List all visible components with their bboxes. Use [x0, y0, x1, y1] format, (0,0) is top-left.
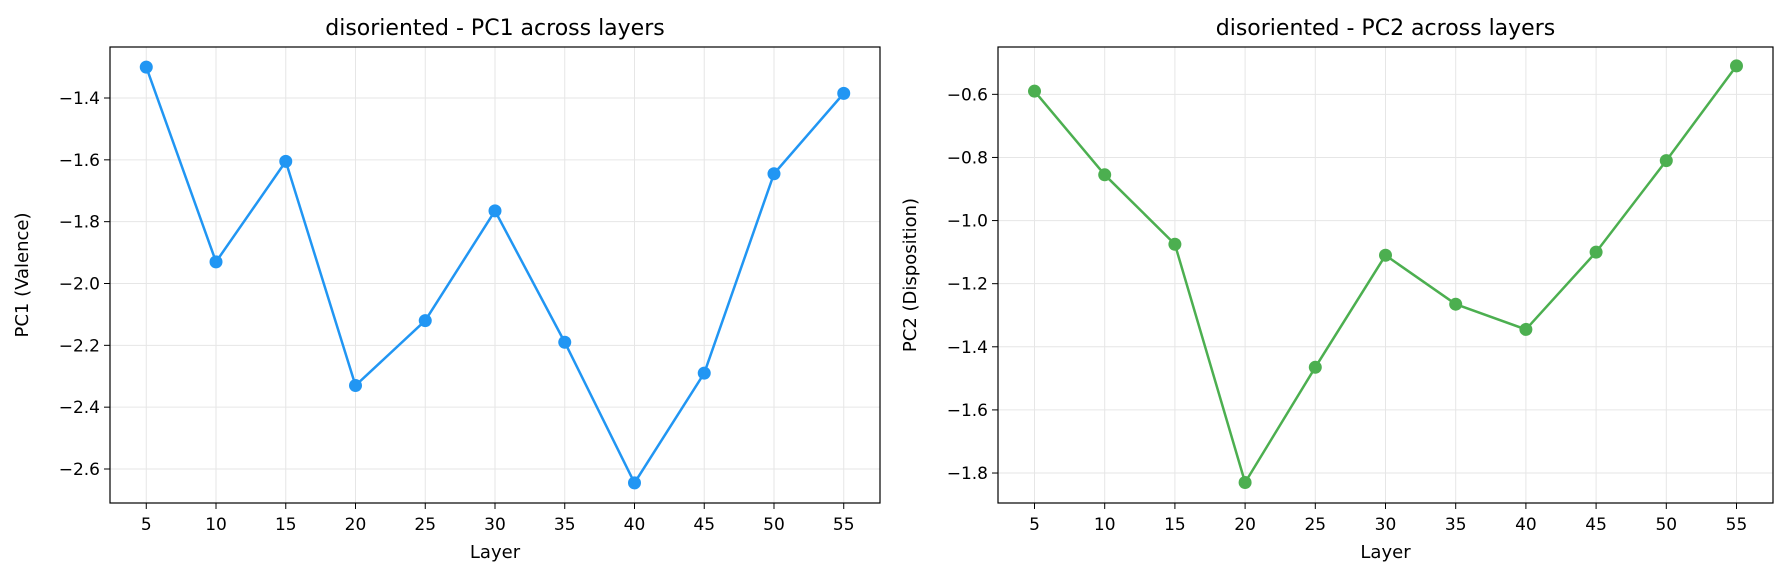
x-tick-label: 50 — [1655, 515, 1677, 535]
y-tick-label: −1.4 — [59, 89, 100, 109]
data-point — [837, 86, 851, 100]
data-point — [139, 60, 153, 74]
x-tick-label: 30 — [1375, 515, 1397, 535]
data-point — [697, 366, 711, 380]
pc1-axes-frame — [109, 46, 881, 504]
x-tick-label: 45 — [693, 515, 715, 535]
pc2-x-ticks: 5 10 15 20 25 30 35 40 45 50 55 — [1029, 503, 1747, 535]
y-tick-label: −2.2 — [59, 336, 100, 356]
pc2-chart-title: disoriented - PC2 across layers — [1216, 16, 1555, 41]
data-point — [349, 379, 363, 393]
data-point — [1519, 322, 1533, 336]
x-tick-label: 20 — [1234, 515, 1256, 535]
y-tick-label: −2.0 — [59, 275, 100, 295]
data-point — [1028, 84, 1042, 98]
x-tick-label: 35 — [1445, 515, 1467, 535]
data-point — [1379, 248, 1392, 262]
x-tick-label: 5 — [1029, 515, 1040, 535]
y-tick-label: −1.8 — [947, 464, 988, 484]
chart-panel-pc1: 5 10 15 20 25 30 35 40 45 50 55 −2.6 −2.4 −2.2 −2.0 −1.… — [12, 16, 881, 563]
x-tick-label: 25 — [414, 515, 436, 535]
data-point — [1168, 237, 1182, 251]
y-tick-label: −0.6 — [947, 85, 988, 105]
pc2-y-ticks: −1.8 −1.6 −1.4 −1.2 −1.0 −0.8 −0.6 — [947, 85, 998, 484]
pc1-x-axis-label: Layer — [470, 542, 521, 563]
pc2-axes-frame — [997, 46, 1774, 504]
y-tick-label: −1.4 — [947, 338, 988, 358]
data-point — [1238, 475, 1252, 489]
pc2-x-axis-label: Layer — [1360, 542, 1411, 563]
y-tick-label: −1.0 — [947, 212, 988, 232]
data-point — [767, 167, 781, 181]
pc1-gridlines — [110, 47, 880, 503]
x-tick-label: 40 — [624, 515, 646, 535]
data-point — [558, 335, 572, 349]
y-tick-label: −1.6 — [947, 401, 988, 421]
x-tick-label: 40 — [1515, 515, 1537, 535]
x-tick-label: 55 — [833, 515, 855, 535]
y-tick-label: −1.6 — [59, 151, 100, 171]
pc1-y-ticks: −2.6 −2.4 −2.2 −2.0 −1.8 −1.6 −1.4 — [59, 89, 110, 480]
x-tick-label: 35 — [554, 515, 576, 535]
data-point — [209, 255, 223, 269]
x-tick-label: 10 — [205, 515, 227, 535]
x-tick-label: 20 — [345, 515, 367, 535]
pc2-series — [1028, 59, 1743, 489]
pc1-x-ticks: 5 10 15 20 25 30 35 40 45 50 55 — [141, 503, 855, 535]
pc2-gridlines — [998, 47, 1773, 503]
data-point — [1659, 154, 1673, 168]
data-point — [488, 204, 502, 218]
data-point — [627, 476, 641, 490]
data-point — [1589, 245, 1603, 259]
data-point — [1449, 297, 1463, 311]
x-tick-label: 5 — [141, 515, 152, 535]
x-tick-label: 50 — [763, 515, 785, 535]
pc1-y-axis-label: PC1 (Valence) — [12, 212, 33, 337]
data-point — [1098, 168, 1112, 182]
y-tick-label: −2.6 — [59, 460, 100, 480]
x-tick-label: 15 — [275, 515, 297, 535]
pc1-series — [139, 60, 851, 490]
x-tick-label: 55 — [1726, 515, 1748, 535]
y-tick-label: −1.8 — [59, 213, 100, 233]
data-point — [1729, 59, 1743, 73]
y-tick-label: −0.8 — [947, 148, 988, 168]
chart-panel-pc2: 5 10 15 20 25 30 35 40 45 50 55−1.8−1.6−1.4−1.2−1.… — [900, 16, 1774, 563]
data-point — [279, 154, 293, 168]
x-tick-label: 25 — [1304, 515, 1326, 535]
x-tick-label: 30 — [484, 515, 506, 535]
pc2-y-axis-label: PC2 (Disposition) — [900, 198, 921, 352]
y-tick-label: −1.2 — [947, 275, 988, 295]
pc1-chart-title: disoriented - PC1 across layers — [325, 16, 664, 41]
x-tick-label: 10 — [1094, 515, 1116, 535]
y-tick-label: −2.4 — [59, 398, 100, 418]
x-tick-label: 15 — [1164, 515, 1186, 535]
data-point — [418, 314, 432, 328]
data-point — [1308, 360, 1322, 374]
x-tick-label: 45 — [1585, 515, 1607, 535]
